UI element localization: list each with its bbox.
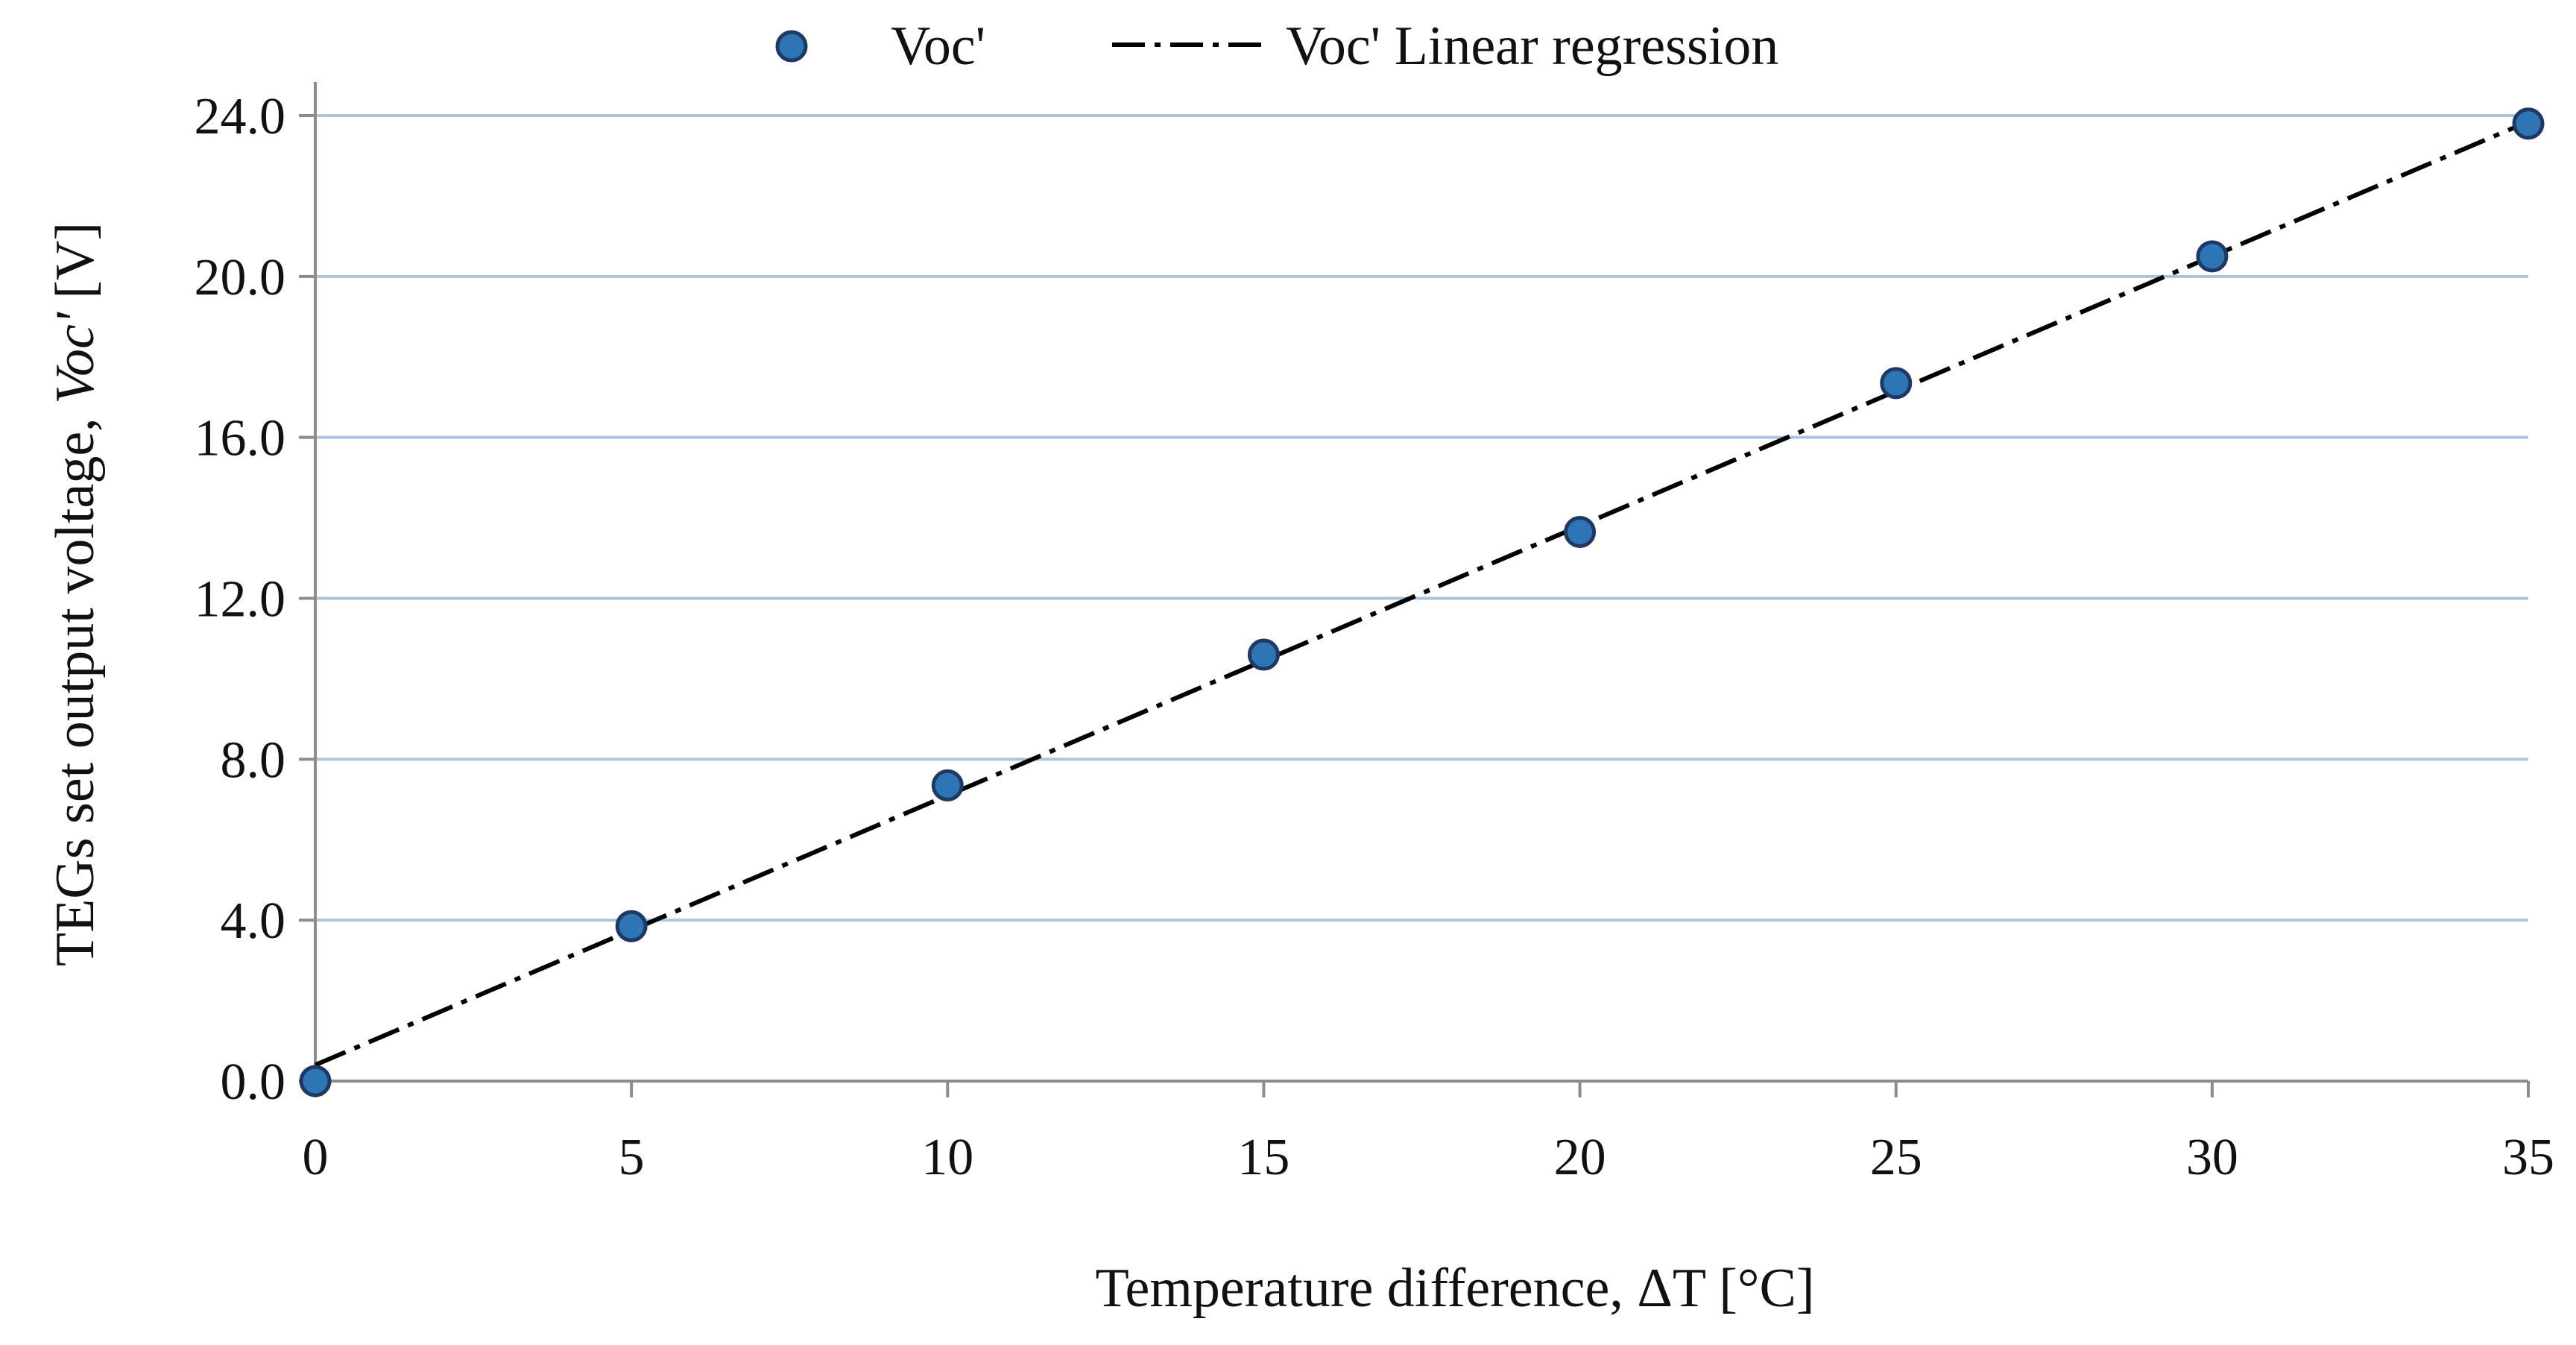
y-tick-labels: 0.0 4.0 8.0 12.0 16.0 20.0 24.0: [195, 88, 286, 1111]
y-axis-title-symbol: Voc': [45, 312, 106, 404]
data-point: [2196, 240, 2229, 273]
y-axis-title: TEGs set output voltage, Voc' [V]: [45, 222, 106, 966]
data-point: [299, 1065, 332, 1097]
x-tick-label: 20: [1554, 1129, 1606, 1186]
y-tick-label: 4.0: [221, 892, 286, 950]
regression-line: [314, 119, 2530, 1068]
data-points: [299, 107, 2545, 1097]
x-tick-labels: 0 5 10 15 20 25 30 35: [303, 1129, 2555, 1186]
y-axis-title-unit: [V]: [45, 222, 106, 312]
legend: Voc' Voc' Linear regression: [775, 16, 1778, 77]
legend-label-regression: Voc' Linear regression: [1286, 16, 1778, 77]
axes: [299, 82, 2530, 1097]
y-tick-label: 0.0: [221, 1053, 286, 1111]
x-tick-label: 25: [1870, 1129, 1922, 1186]
legend-marker-voc: [775, 30, 808, 63]
data-point: [931, 769, 964, 801]
data-point: [615, 910, 648, 942]
y-tick-label: 20.0: [195, 249, 286, 306]
legend-label-voc: Voc': [891, 16, 985, 77]
x-tick-label: 10: [921, 1129, 973, 1186]
x-tick-label: 15: [1237, 1129, 1289, 1186]
data-point: [2512, 107, 2545, 140]
x-tick-label: 0: [303, 1129, 329, 1186]
data-point: [1564, 515, 1597, 548]
data-point: [1880, 367, 1913, 400]
x-tick-label: 5: [619, 1129, 645, 1186]
x-axis-title: Temperature difference, ΔT [°C]: [1095, 1258, 1814, 1319]
gridlines: [315, 114, 2528, 922]
x-tick-label: 30: [2186, 1129, 2238, 1186]
x-tick-label: 35: [2502, 1129, 2554, 1186]
y-tick-label: 8.0: [221, 731, 286, 789]
y-tick-label: 12.0: [195, 571, 286, 629]
y-tick-label: 24.0: [195, 88, 286, 145]
regression-layer: [314, 119, 2530, 1068]
y-tick-label: 16.0: [195, 410, 286, 467]
data-point: [1247, 638, 1280, 671]
y-axis-title-prefix: TEGs set output voltage,: [45, 404, 106, 966]
